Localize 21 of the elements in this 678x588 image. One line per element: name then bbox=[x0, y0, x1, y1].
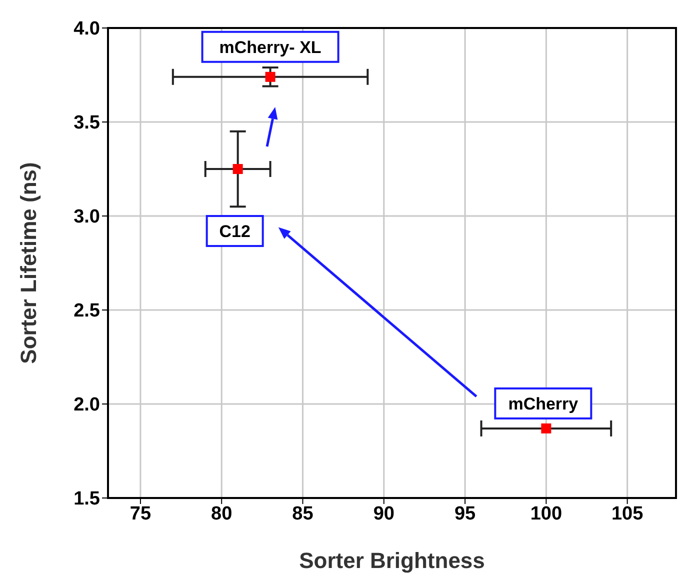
y-tick-label: 2.5 bbox=[74, 300, 100, 322]
point bbox=[541, 423, 552, 434]
x-tick-label: 85 bbox=[292, 503, 314, 524]
point bbox=[232, 164, 243, 174]
x-axis-title: Sorter Brightness bbox=[299, 548, 485, 573]
x-tick-label: 80 bbox=[211, 503, 232, 524]
y-tick-label: 1.5 bbox=[74, 488, 100, 510]
x-tick-label: 75 bbox=[130, 503, 152, 524]
x-tick-label: 90 bbox=[373, 503, 394, 524]
y-tick-label: 3.5 bbox=[74, 112, 100, 134]
x-tick-label: 100 bbox=[530, 503, 562, 524]
annotation: mCherry bbox=[508, 394, 579, 414]
annotation: mCherry- XL bbox=[219, 38, 322, 57]
x-tick-label: 95 bbox=[454, 503, 476, 524]
y-tick-label: 2.0 bbox=[74, 394, 100, 416]
y-tick-label: 3.0 bbox=[74, 206, 100, 228]
y-axis-title: Sorter Lifetime (ns) bbox=[16, 162, 41, 364]
annotation: C12 bbox=[219, 222, 250, 241]
point bbox=[265, 72, 276, 82]
x-tick-label: 105 bbox=[611, 503, 644, 524]
y-tick-label: 4.0 bbox=[74, 18, 100, 40]
